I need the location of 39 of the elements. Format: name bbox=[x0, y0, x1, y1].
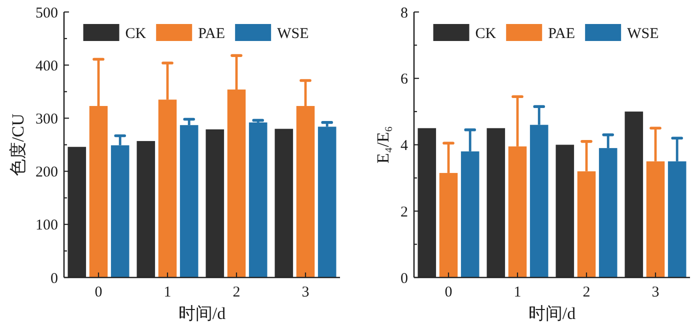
legend-label: WSE bbox=[277, 26, 309, 42]
y-tick-label: 0 bbox=[50, 270, 58, 287]
bar bbox=[68, 146, 86, 278]
x-tick-label: 0 bbox=[94, 284, 102, 300]
bar bbox=[274, 128, 294, 278]
bar bbox=[136, 141, 156, 278]
y-tick-label: 6 bbox=[400, 72, 408, 88]
bar bbox=[624, 112, 644, 278]
bar bbox=[206, 129, 224, 278]
legend-label: PAE bbox=[548, 26, 576, 42]
bar bbox=[418, 128, 436, 278]
legend-label: WSE bbox=[627, 26, 659, 42]
legend-label: PAE bbox=[198, 26, 226, 42]
x-tick-label: 2 bbox=[232, 284, 240, 300]
x-tick-label: 1 bbox=[164, 284, 172, 300]
x-axis-title: 时间/d bbox=[178, 304, 226, 323]
y-tick-label: 4 bbox=[400, 138, 408, 154]
y-tick-label: 0 bbox=[400, 270, 408, 287]
y-tick-label: 300 bbox=[36, 111, 58, 128]
bar bbox=[556, 144, 574, 278]
y-tick-label: 400 bbox=[36, 58, 58, 74]
x-tick-label: 3 bbox=[652, 284, 660, 300]
x-axis-title: 时间/d bbox=[528, 304, 576, 323]
y-axis-title: E₄/E₆ bbox=[373, 126, 392, 164]
y-tick-label: 200 bbox=[36, 164, 58, 181]
x-tick-label: 2 bbox=[582, 284, 590, 300]
bar bbox=[486, 128, 506, 278]
y-tick-label: 100 bbox=[36, 218, 58, 234]
bar bbox=[318, 126, 336, 278]
y-tick-label: 2 bbox=[400, 204, 408, 220]
x-tick-label: 3 bbox=[302, 284, 310, 300]
y-axis-title: 色度/CU bbox=[8, 114, 28, 176]
legend-label: CK bbox=[475, 26, 496, 42]
y-tick-label: 500 bbox=[36, 5, 58, 22]
x-tick-label: 1 bbox=[514, 284, 522, 300]
y-tick-label: 8 bbox=[400, 5, 408, 22]
legend-label: CK bbox=[125, 26, 146, 42]
x-tick-label: 0 bbox=[444, 284, 452, 300]
bar bbox=[248, 122, 268, 278]
